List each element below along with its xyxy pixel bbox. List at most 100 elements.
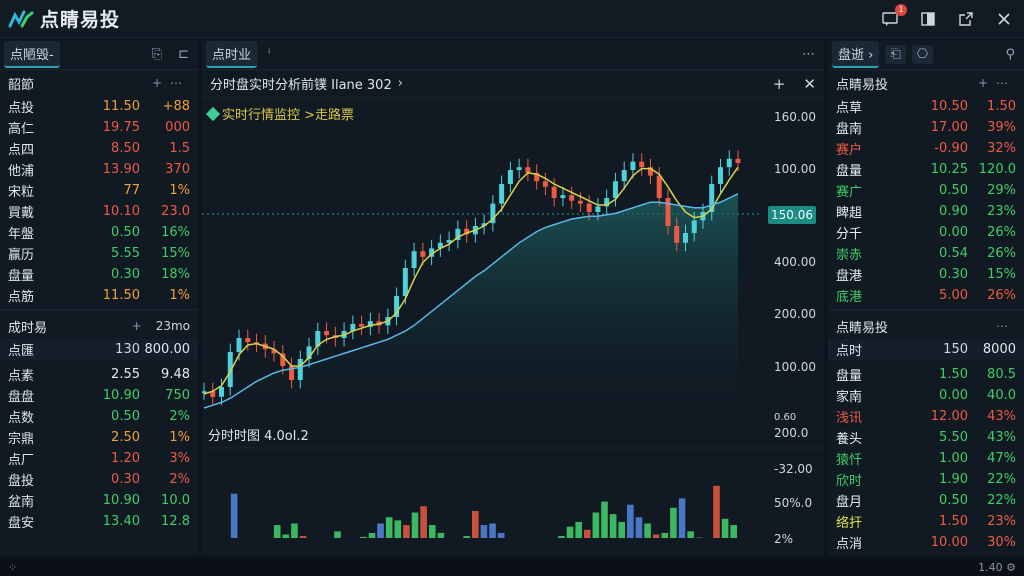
price-chart[interactable] (202, 108, 824, 538)
close-chart-icon[interactable]: ✕ (803, 74, 816, 93)
list-item[interactable]: 分千 0.00 26% (828, 222, 1024, 243)
tab-left-main[interactable]: 点陋毁- (4, 41, 60, 68)
list-item[interactable]: 赢历 5.55 15% (0, 243, 198, 264)
tab-right-main[interactable]: 盘逝 › (832, 41, 880, 68)
close-button[interactable] (994, 9, 1014, 29)
candle-body (516, 167, 522, 170)
info-icon[interactable]: ⁱ (268, 47, 271, 62)
list-item[interactable]: 盘盘 10.90 750 (0, 385, 198, 406)
item-name: 買戴 (8, 206, 35, 221)
item-change: 1.50 (987, 99, 1016, 114)
right-list-2: 盘量 1.50 80.5 家南 0.00 40.0 浅讯 12.00 43% 養头 5.50 43% 猿… (828, 364, 1024, 553)
center-tab-row: 点时业 ⁱ ⋯ (202, 40, 824, 70)
section-actions[interactable]: +⋯ (977, 76, 1016, 90)
list-item[interactable]: 赛户 -0.90 32% (828, 138, 1024, 159)
candle-body (551, 186, 557, 198)
candle-body (420, 251, 426, 257)
list-item[interactable]: 点消 10.00 30% (828, 532, 1024, 553)
list-item[interactable]: 家南 0.00 40.0 (828, 385, 1024, 406)
item-change: 15% (161, 246, 190, 261)
item-name: 点草 (836, 101, 863, 116)
item-change: 120.0 (978, 162, 1016, 177)
list-item[interactable]: 盘量 1.50 80.5 (828, 364, 1024, 385)
item-name: 盘安 (8, 516, 35, 531)
item-name: 浅讯 (836, 411, 863, 426)
volume-bar (558, 536, 565, 538)
bookmark-icon[interactable]: ⎔ (911, 45, 934, 64)
list-item[interactable]: 盘量 10.25 120.0 (828, 159, 1024, 180)
list-item[interactable]: 宗鼎 2.50 1% (0, 427, 198, 448)
maximize-button[interactable] (956, 9, 976, 29)
list-item[interactable]: 猿忏 1.00 47% (828, 448, 1024, 469)
volume-bar (411, 512, 419, 538)
volume-tick-label: 200.0 (774, 426, 809, 440)
list-item[interactable]: 養头 5.50 43% (828, 427, 1024, 448)
list-item[interactable]: 崇赤 0.54 26% (828, 243, 1024, 264)
candle-body (402, 268, 408, 296)
volume-bar (583, 529, 591, 538)
list-item[interactable]: 高仁 19.75 000 (0, 117, 198, 138)
right-tab-row: 盘逝 › ⎗ ⎔ ⚲ (828, 40, 1024, 70)
volume-bar (678, 498, 686, 538)
bookmark-icon[interactable]: ⎘ (151, 47, 163, 62)
clipboard-icon[interactable]: ⎗ (885, 45, 906, 64)
item-name: 点厂 (8, 453, 35, 468)
list-item[interactable]: 盘量 0.30 18% (0, 264, 198, 285)
volume-bar (463, 536, 470, 538)
list-item[interactable]: 点投 11.50 +88 (0, 96, 198, 117)
candle-body (525, 167, 531, 173)
item-change: 43% (987, 430, 1016, 445)
list-item[interactable]: 他浦 13.90 370 (0, 159, 198, 180)
volume-bar (489, 523, 496, 538)
list-item[interactable]: 络扞 1.50 23% (828, 511, 1024, 532)
item-value: 11.50 (102, 99, 140, 114)
section-title: 点睛易投 (836, 77, 889, 93)
list-item[interactable]: 睥趄 0.90 23% (828, 201, 1024, 222)
chevron-right-icon[interactable]: › (397, 76, 403, 91)
item-name: 盘月 (836, 495, 863, 510)
notification-button[interactable]: 1 (880, 4, 907, 29)
item-value: 19.75 (102, 120, 140, 135)
add-icon[interactable]: + (772, 74, 786, 93)
list-item[interactable]: 底港 5.00 26% (828, 285, 1024, 306)
list-item[interactable]: 年盤 0.50 16% (0, 222, 198, 243)
list-item[interactable]: 赛广 0.50 29% (828, 180, 1024, 201)
list-item[interactable]: 盆南 10.90 10.0 (0, 490, 198, 511)
item-value: 5.00 (939, 288, 968, 303)
status-left: ⁘ (8, 560, 18, 574)
section-actions[interactable]: +⋯ (151, 76, 190, 90)
volume-bar (368, 532, 376, 538)
list-item[interactable]: 盘投 0.30 2% (0, 469, 198, 490)
list-item[interactable]: 盘安 13.40 12.8 (0, 511, 198, 532)
list-item[interactable]: 欣时 1.90 22% (828, 469, 1024, 490)
more-icon[interactable]: ⋯ (802, 47, 815, 62)
list-item[interactable]: 浅讯 12.00 43% (828, 406, 1024, 427)
section-actions[interactable]: ⋯ (996, 319, 1016, 333)
candle-body (726, 158, 732, 168)
list-item[interactable]: 点四 8.50 1.5 (0, 138, 198, 159)
link-icon[interactable]: ⊏ (178, 47, 189, 62)
list-item[interactable]: 点厂 1.20 3% (0, 448, 198, 469)
volume-bar (609, 514, 617, 538)
list-item[interactable]: 盘南 17.00 39% (828, 117, 1024, 138)
item-value: 0.90 (939, 204, 968, 219)
item-change: 23.0 (161, 204, 190, 219)
list-item[interactable]: 盘月 0.50 22% (828, 490, 1024, 511)
pin-icon[interactable]: ⚲ (1005, 47, 1015, 62)
minimize-button[interactable] (918, 9, 938, 29)
list-item[interactable]: 点素 2.55 9.48 (0, 364, 198, 385)
list-item[interactable]: 買戴 10.10 23.0 (0, 201, 198, 222)
volume-bar (730, 525, 737, 538)
volume-tick-label: -32.00 (774, 462, 813, 476)
list-item[interactable]: 点筋 11.50 1% (0, 285, 198, 306)
candle-body (717, 167, 723, 184)
list-item[interactable]: 点草 10.50 1.50 (828, 96, 1024, 117)
volume-bar (601, 501, 608, 538)
item-value: 0.30 (111, 267, 140, 282)
list-item[interactable]: 宋粒 77 1% (0, 180, 198, 201)
candle-body (542, 181, 548, 187)
candle-body (359, 324, 365, 327)
list-item[interactable]: 盘港 0.30 15% (828, 264, 1024, 285)
tab-center-main[interactable]: 点时业 (206, 41, 258, 68)
list-item[interactable]: 点数 0.50 2% (0, 406, 198, 427)
